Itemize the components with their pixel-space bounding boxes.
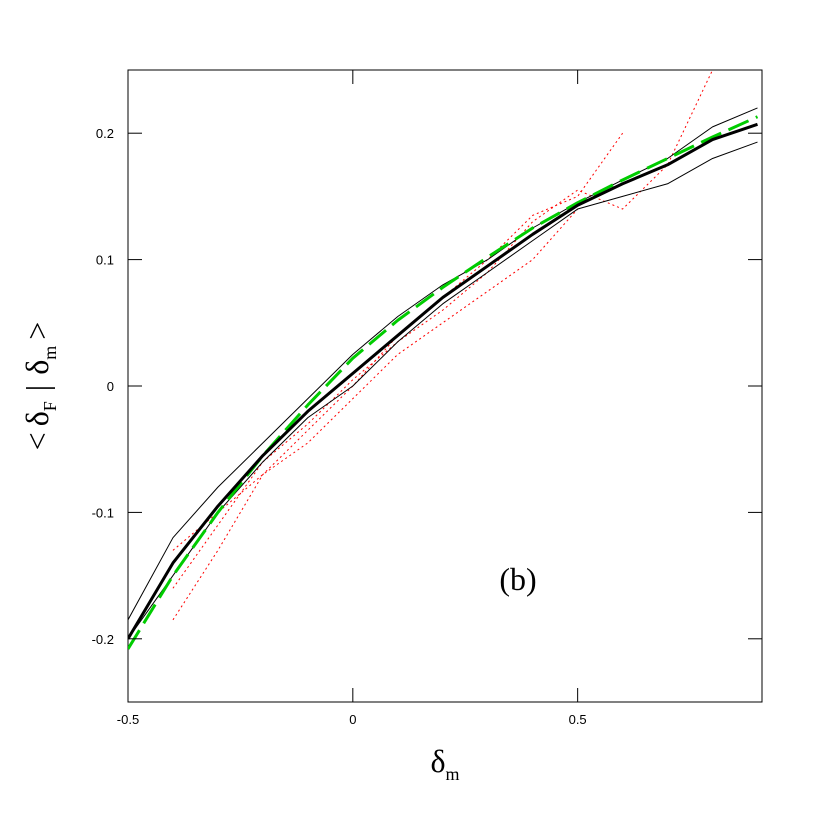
y-tick-label: 0.2	[96, 126, 114, 141]
y-label-part: δ	[19, 360, 55, 375]
y-tick-label: -0.1	[92, 505, 114, 520]
x-label-part: m	[446, 764, 460, 784]
y-label-part: >	[19, 322, 55, 340]
x-tick-label: 0	[349, 712, 356, 727]
series-line	[128, 122, 758, 640]
x-axis-label: δm	[430, 743, 459, 784]
series-line	[172, 132, 624, 621]
series-line	[172, 70, 713, 589]
y-tick-label: 0	[107, 379, 114, 394]
series-line	[128, 141, 758, 640]
x-label-part: δ	[430, 743, 445, 779]
x-tick-label: -0.5	[117, 712, 139, 727]
y-label-part: m	[40, 346, 60, 360]
y-label-part: δ	[19, 411, 55, 426]
y-label-part: |	[19, 385, 55, 391]
y-tick-label: 0.1	[96, 253, 114, 268]
series-line	[128, 115, 759, 650]
y-label-part: <	[19, 432, 55, 450]
y-tick-label: -0.2	[92, 632, 114, 647]
y-axis-label: <δF|δm>	[19, 322, 60, 451]
series-line	[172, 208, 579, 551]
annotation: (b)	[499, 561, 536, 597]
y-label-part: F	[40, 401, 60, 411]
plot-area	[128, 70, 759, 650]
x-tick-label: 0.5	[569, 712, 587, 727]
